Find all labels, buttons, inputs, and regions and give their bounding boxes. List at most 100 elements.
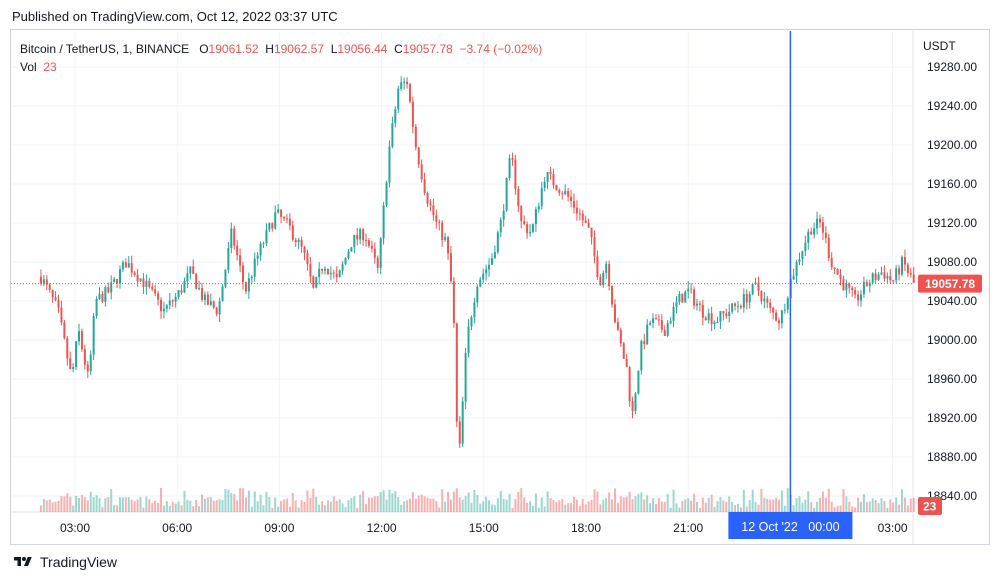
- volume-bar: [649, 503, 652, 512]
- volume-bar: [599, 504, 602, 512]
- candle-body: [909, 273, 912, 275]
- volume-bar: [218, 499, 221, 512]
- candle-body: [546, 172, 549, 183]
- symbol-label[interactable]: Bitcoin / TetherUS, 1, BINANCE: [20, 42, 190, 56]
- candle-body: [171, 300, 174, 302]
- candle-body: [63, 322, 66, 339]
- published-caption: Published on TradingView.com, Oct 12, 20…: [12, 9, 338, 24]
- candle-body: [716, 321, 719, 323]
- volume-bar: [262, 505, 265, 512]
- candle-body: [151, 286, 154, 290]
- volume-bar: [124, 497, 127, 512]
- candle-body: [130, 263, 133, 273]
- volume-bar: [130, 499, 133, 512]
- candle-body: [766, 298, 769, 303]
- candle-body: [514, 159, 517, 190]
- candle-body: [400, 82, 403, 89]
- candle-body: [420, 164, 423, 180]
- volume-bar: [183, 490, 186, 512]
- candle-body: [423, 179, 426, 194]
- volume-bar: [464, 496, 467, 512]
- volume-bar: [695, 501, 698, 512]
- volume-bar: [324, 505, 327, 512]
- volume-bar: [227, 489, 230, 512]
- candle-body: [760, 290, 763, 302]
- candle-body: [274, 212, 277, 229]
- candle-body: [660, 320, 663, 330]
- candle-body: [201, 288, 204, 300]
- volume-bar: [362, 490, 365, 512]
- candle-body: [233, 228, 236, 246]
- volume-bar: [367, 497, 370, 512]
- volume-bar: [470, 502, 473, 512]
- volume-bar: [611, 499, 614, 512]
- volume-bar: [309, 497, 312, 512]
- candle-body: [821, 222, 824, 233]
- candle-body: [113, 278, 116, 283]
- candle-body: [78, 330, 81, 342]
- tradingview-brand[interactable]: TradingView: [12, 554, 117, 570]
- volume-bar: [783, 505, 786, 512]
- last-price-label: 19057.78: [925, 277, 975, 291]
- volume-bar: [739, 507, 742, 512]
- volume-bar: [78, 498, 81, 512]
- candle-body: [649, 322, 652, 325]
- volume-bar: [713, 506, 716, 512]
- candle-body: [886, 276, 889, 279]
- candle-body: [189, 266, 192, 274]
- volume-bar: [880, 498, 883, 512]
- candle-body: [672, 306, 675, 322]
- candle-body: [599, 276, 602, 286]
- candle-body: [728, 311, 731, 317]
- volume-bar: [903, 497, 906, 512]
- candle-body: [877, 274, 880, 280]
- volume-bar: [51, 502, 54, 512]
- candle-body: [479, 279, 482, 287]
- volume-bar: [669, 507, 672, 512]
- candle-body: [570, 196, 573, 201]
- candle-body: [300, 239, 303, 247]
- candle-body: [816, 218, 819, 229]
- candle-body: [441, 222, 444, 241]
- volume-bar: [687, 498, 690, 512]
- volume-bar: [171, 501, 174, 512]
- volume-bar: [780, 490, 783, 512]
- volume-bar: [860, 502, 863, 512]
- volume-bar: [751, 489, 754, 512]
- candle-body: [359, 229, 362, 240]
- volume-bar: [280, 500, 283, 512]
- candle-body: [54, 297, 57, 301]
- volume-bar: [558, 500, 561, 512]
- volume-bar: [277, 506, 280, 512]
- volume-bar: [244, 497, 247, 512]
- volume-bar: [660, 501, 663, 512]
- time-tick-label: 18:00: [571, 521, 601, 535]
- candle-body: [613, 304, 616, 323]
- volume-bar: [555, 501, 558, 512]
- open-value: 19061.52: [208, 42, 259, 56]
- volume-bar: [201, 494, 204, 512]
- candle-body: [104, 287, 107, 302]
- volume-bar: [373, 496, 376, 512]
- chart-frame[interactable]: [10, 29, 990, 545]
- candle-body: [406, 81, 409, 85]
- volume-bar: [426, 497, 429, 512]
- volume-bar: [63, 496, 66, 512]
- candle-body: [435, 215, 438, 222]
- candle-body: [271, 223, 274, 229]
- candle-body: [408, 84, 411, 102]
- last-volume-badge: [918, 497, 942, 515]
- volume-bar: [710, 494, 713, 512]
- volume-bar: [684, 499, 687, 512]
- time-tick-label: 03:00: [60, 521, 90, 535]
- candle-body: [637, 370, 640, 394]
- candle-body: [517, 189, 520, 207]
- volume-bar: [406, 500, 409, 512]
- open-label: O: [199, 42, 209, 56]
- volume-bar: [168, 505, 171, 512]
- candle-body: [531, 224, 534, 232]
- volume-bar: [845, 496, 848, 512]
- volume-bar: [312, 488, 315, 512]
- volume-bar: [151, 503, 154, 512]
